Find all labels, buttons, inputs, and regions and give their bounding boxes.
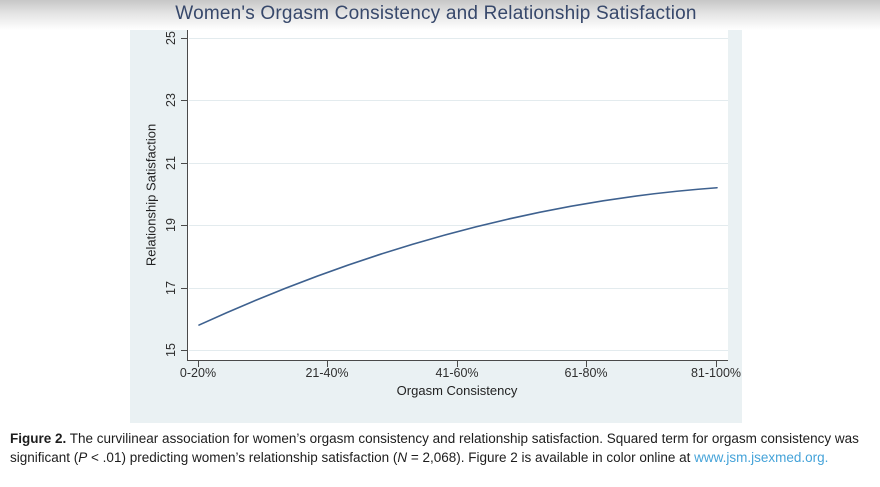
page-top-shadow <box>0 0 880 30</box>
y-tick-label-19: 19 <box>164 218 178 232</box>
y-tick-label-17: 17 <box>164 281 178 295</box>
x-tick-label-41-60: 41-60% <box>435 366 479 380</box>
x-tick-label-61-80: 61-80% <box>564 366 608 380</box>
caption-text-1: The curvilinear association for women’s … <box>10 431 859 465</box>
x-tick-mark <box>586 361 587 367</box>
x-tick-mark <box>327 361 328 367</box>
y-tick-label-25: 25 <box>164 31 178 45</box>
gridline-23 <box>189 100 728 101</box>
gridline-25 <box>189 38 728 39</box>
x-axis-title: Orgasm Consistency <box>396 383 518 398</box>
y-axis-title: Relationship Satisfaction <box>143 123 159 267</box>
caption-figure-label: Figure 2. <box>10 431 67 446</box>
y-tick-mark <box>181 350 188 351</box>
caption-p-symbol: P <box>78 450 88 465</box>
gridline-15 <box>189 350 728 351</box>
x-tick-mark <box>716 361 717 367</box>
curve-canvas <box>198 186 718 326</box>
figure-caption: Figure 2. The curvilinear association fo… <box>10 429 872 467</box>
gridline-17 <box>189 288 728 289</box>
y-tick-mark <box>181 225 188 226</box>
x-tick-label-81-100: 81-100% <box>690 366 742 380</box>
gridline-19 <box>189 225 728 226</box>
y-tick-mark <box>181 163 188 164</box>
y-tick-mark <box>181 100 188 101</box>
caption-text-2: < .01) predicting women’s relationship s… <box>87 450 398 465</box>
gridline-21 <box>189 163 728 164</box>
caption-n-symbol: N <box>397 450 408 465</box>
plot-area <box>187 30 728 361</box>
y-tick-label-15: 15 <box>164 343 178 357</box>
x-tick-label-0-20: 0-20% <box>179 366 217 380</box>
regression-curve <box>198 186 718 326</box>
x-tick-mark <box>457 361 458 367</box>
y-tick-label-21: 21 <box>164 156 178 170</box>
y-tick-label-23: 23 <box>164 93 178 107</box>
x-tick-label-21-40: 21-40% <box>305 366 349 380</box>
caption-text-3: = 2,068). Figure 2 is available in color… <box>407 450 695 465</box>
y-tick-mark <box>181 38 188 39</box>
caption-link[interactable]: www.jsm.jsexmed.org. <box>694 450 829 465</box>
y-tick-mark <box>181 288 188 289</box>
chart-title: Women's Orgasm Consistency and Relations… <box>175 3 697 24</box>
x-tick-mark <box>198 361 199 367</box>
